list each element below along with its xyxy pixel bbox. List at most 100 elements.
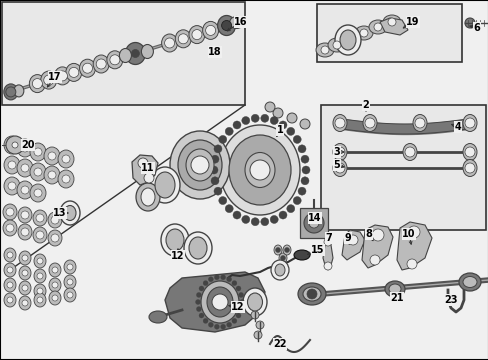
Ellipse shape xyxy=(208,322,213,327)
Ellipse shape xyxy=(286,113,296,123)
Ellipse shape xyxy=(226,322,231,327)
Ellipse shape xyxy=(220,324,225,329)
Ellipse shape xyxy=(251,114,259,122)
Circle shape xyxy=(369,255,379,265)
Ellipse shape xyxy=(302,166,309,174)
Circle shape xyxy=(324,238,331,246)
Text: 20: 20 xyxy=(21,140,35,150)
Ellipse shape xyxy=(315,43,333,57)
Ellipse shape xyxy=(232,211,241,219)
Circle shape xyxy=(21,211,29,219)
Ellipse shape xyxy=(203,280,208,285)
Circle shape xyxy=(21,186,29,194)
Text: 12: 12 xyxy=(231,302,244,312)
Circle shape xyxy=(205,26,215,35)
Text: 11: 11 xyxy=(141,163,154,173)
Circle shape xyxy=(320,46,328,54)
Ellipse shape xyxy=(64,260,76,274)
Ellipse shape xyxy=(327,38,346,52)
Ellipse shape xyxy=(189,237,206,259)
Circle shape xyxy=(249,160,269,180)
Ellipse shape xyxy=(208,277,213,282)
Bar xyxy=(316,4,461,62)
Ellipse shape xyxy=(19,281,31,295)
Bar xyxy=(320,105,485,230)
Ellipse shape xyxy=(301,155,308,163)
Text: 12: 12 xyxy=(171,251,184,261)
Ellipse shape xyxy=(241,215,249,224)
Ellipse shape xyxy=(236,286,241,291)
Circle shape xyxy=(280,256,285,261)
Ellipse shape xyxy=(170,131,229,199)
Ellipse shape xyxy=(4,156,20,174)
Ellipse shape xyxy=(462,159,476,176)
Circle shape xyxy=(334,147,345,157)
Text: 7: 7 xyxy=(325,233,332,243)
Ellipse shape xyxy=(199,286,203,291)
Ellipse shape xyxy=(238,307,243,311)
Text: 1: 1 xyxy=(276,125,283,135)
Circle shape xyxy=(62,175,70,183)
Ellipse shape xyxy=(4,177,20,195)
Ellipse shape xyxy=(220,125,299,215)
Ellipse shape xyxy=(34,293,46,307)
Ellipse shape xyxy=(64,288,76,302)
Text: 17: 17 xyxy=(48,72,61,82)
Circle shape xyxy=(34,168,42,176)
Ellipse shape xyxy=(340,33,358,47)
Ellipse shape xyxy=(286,204,294,213)
Circle shape xyxy=(62,155,70,163)
Circle shape xyxy=(69,67,79,77)
Ellipse shape xyxy=(462,276,476,288)
Ellipse shape xyxy=(30,163,46,181)
Circle shape xyxy=(387,18,395,26)
Circle shape xyxy=(253,331,262,339)
Circle shape xyxy=(7,267,13,273)
Ellipse shape xyxy=(232,121,241,129)
Circle shape xyxy=(334,118,345,128)
Ellipse shape xyxy=(4,84,18,100)
Ellipse shape xyxy=(4,278,16,292)
Ellipse shape xyxy=(260,114,268,122)
Ellipse shape xyxy=(175,30,191,48)
Ellipse shape xyxy=(185,149,214,181)
Ellipse shape xyxy=(202,21,218,39)
Circle shape xyxy=(192,30,202,40)
Circle shape xyxy=(332,41,340,49)
Ellipse shape xyxy=(136,183,160,211)
Circle shape xyxy=(43,75,54,85)
Circle shape xyxy=(52,267,58,273)
Ellipse shape xyxy=(161,224,189,256)
Ellipse shape xyxy=(382,15,400,29)
Ellipse shape xyxy=(41,71,57,89)
Text: 8: 8 xyxy=(365,229,372,239)
Ellipse shape xyxy=(301,177,308,185)
Circle shape xyxy=(48,152,56,160)
Text: 21: 21 xyxy=(389,293,403,303)
Ellipse shape xyxy=(214,324,219,329)
Circle shape xyxy=(52,295,58,301)
Ellipse shape xyxy=(80,59,95,77)
Ellipse shape xyxy=(209,166,218,174)
Circle shape xyxy=(6,87,16,97)
Ellipse shape xyxy=(458,273,480,291)
Ellipse shape xyxy=(125,42,145,64)
Ellipse shape xyxy=(19,296,31,310)
Ellipse shape xyxy=(238,292,243,297)
Polygon shape xyxy=(361,225,392,268)
Circle shape xyxy=(334,163,345,173)
Ellipse shape xyxy=(3,204,17,220)
Ellipse shape xyxy=(264,102,274,112)
Text: 15: 15 xyxy=(311,245,324,255)
Circle shape xyxy=(138,158,148,168)
Ellipse shape xyxy=(165,229,183,251)
Ellipse shape xyxy=(14,85,24,97)
Circle shape xyxy=(36,214,44,222)
Circle shape xyxy=(6,208,14,216)
Circle shape xyxy=(51,234,59,242)
Ellipse shape xyxy=(33,227,47,243)
Ellipse shape xyxy=(228,135,290,205)
Circle shape xyxy=(275,248,280,252)
Circle shape xyxy=(67,264,73,270)
Ellipse shape xyxy=(178,140,222,190)
